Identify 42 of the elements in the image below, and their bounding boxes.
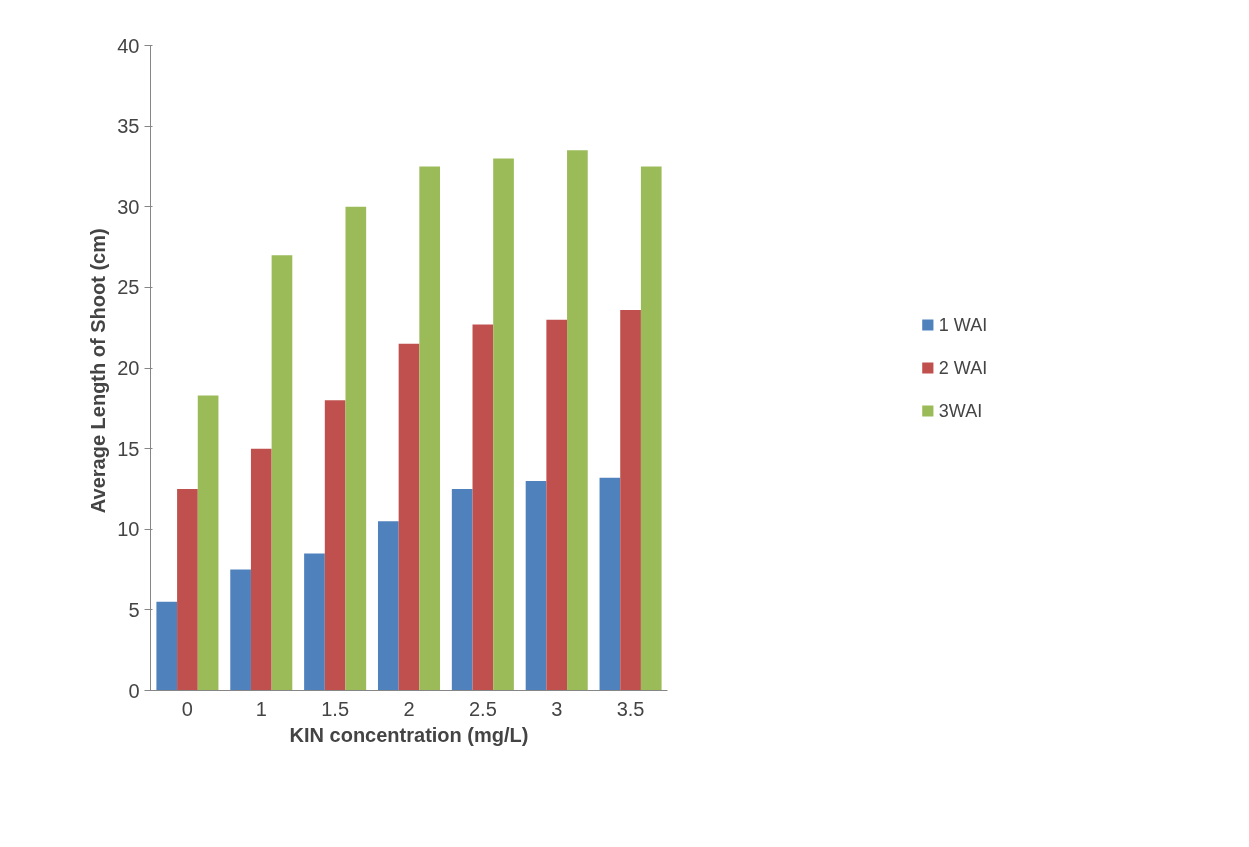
bar: [345, 206, 367, 691]
legend-label: 2 WAI: [938, 357, 988, 378]
x-tick-label: 3.5: [616, 697, 645, 720]
bar: [493, 158, 514, 691]
bar: [546, 319, 568, 691]
y-tick-label: 20: [117, 357, 140, 379]
bar: [377, 521, 399, 691]
y-axis-title: Average Length of Shoot (cm): [87, 228, 110, 514]
x-tick-label: 2.5: [468, 697, 497, 720]
bar: [567, 150, 588, 691]
bar: [640, 166, 662, 691]
y-tick-label: 25: [117, 276, 140, 299]
x-tick-label: 1.5: [321, 697, 350, 720]
bar: [250, 448, 272, 691]
bar: [177, 488, 198, 691]
y-tick-label: 30: [117, 195, 140, 218]
bar: [230, 569, 251, 691]
bar: [472, 324, 494, 691]
y-tick-label: 15: [117, 437, 140, 460]
y-tick-label: 10: [117, 518, 140, 541]
y-tick-label: 5: [128, 598, 140, 621]
bar: [525, 480, 547, 691]
legend-label: 1 WAI: [938, 314, 988, 335]
x-tick-label: 1: [255, 697, 267, 720]
bar: [620, 309, 641, 691]
x-axis-title: KIN concentration (mg/L): [289, 723, 529, 746]
bar: [271, 255, 293, 691]
y-tick-label: 0: [128, 679, 140, 702]
bar: [156, 601, 178, 691]
bar: [599, 477, 621, 691]
x-tick-label: 2: [403, 697, 415, 720]
bar: [304, 553, 325, 691]
legend-label: 3WAI: [938, 400, 983, 421]
y-tick-label: 40: [117, 34, 140, 57]
bar: [197, 395, 219, 691]
bar: [324, 400, 346, 691]
y-tick-label: 35: [117, 115, 140, 138]
bar: [451, 488, 473, 691]
x-tick-label: 3: [551, 697, 563, 720]
bar: [398, 343, 420, 691]
bar: [419, 166, 441, 691]
x-tick-label: 0: [181, 697, 193, 720]
